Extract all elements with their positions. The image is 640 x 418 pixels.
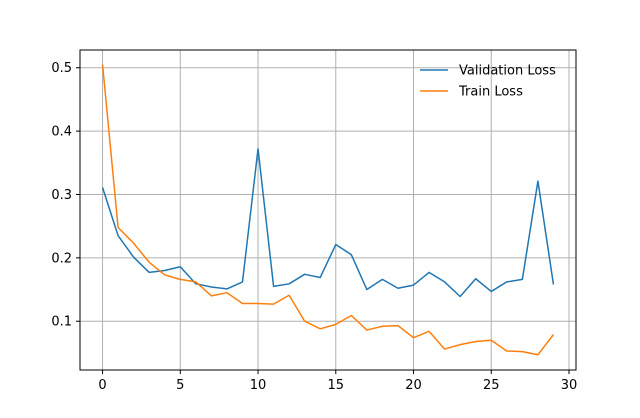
- x-tick-label: 15: [328, 378, 345, 393]
- x-tick-label: 10: [250, 378, 267, 393]
- y-tick-label: 0.1: [51, 315, 72, 330]
- y-tick-label: 0.2: [51, 251, 72, 266]
- series-line-train-loss: [101, 64, 555, 356]
- legend-label-validation-loss: Validation Loss: [459, 64, 556, 79]
- plot-frame: [79, 49, 577, 371]
- x-tick-label: 25: [483, 378, 500, 393]
- grid: [80, 50, 576, 370]
- x-tick-label: 0: [98, 378, 106, 393]
- x-tick-label: 30: [561, 378, 578, 393]
- y-tick-label: 0.3: [51, 188, 72, 203]
- series-line-validation-loss: [101, 148, 555, 298]
- legend: Validation Loss Train Loss: [420, 64, 556, 100]
- series-lines: [101, 64, 555, 356]
- y-tick-label: 0.4: [51, 125, 72, 140]
- x-tick-label: 5: [176, 378, 184, 393]
- legend-label-train-loss: Train Loss: [458, 85, 523, 100]
- axis-ticks: 0 5 10 15 20 25 30 0.1 0.2 0.3 0.4 0.5: [51, 61, 577, 393]
- x-tick-label: 20: [405, 378, 422, 393]
- y-tick-label: 0.5: [51, 61, 72, 76]
